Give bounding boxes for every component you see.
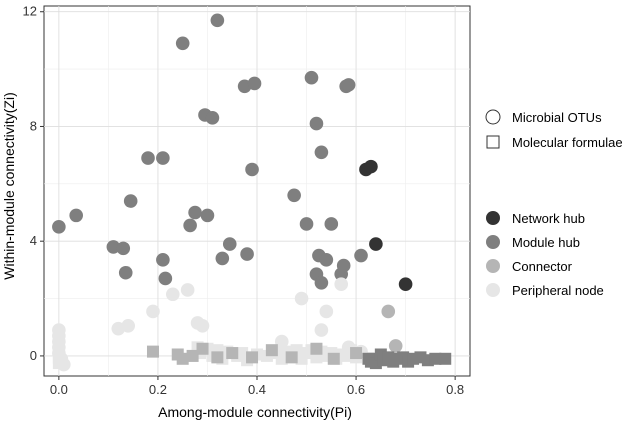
module-hub-circle-point — [299, 217, 314, 231]
legend-circle-marker — [485, 109, 501, 125]
module-hub-circle-point — [222, 237, 237, 251]
y-axis-title: Within-module connectivity(Zi) — [1, 92, 17, 280]
y-tick-label: 4 — [30, 233, 37, 248]
legend-network-hub-marker — [486, 211, 500, 225]
y-tick-label: 0 — [30, 348, 37, 363]
legend-label-network-hub: Network hub — [512, 211, 585, 226]
module-hub-square-point — [429, 352, 442, 365]
module-hub-circle-point — [354, 248, 368, 263]
module-hub-circle-point — [314, 275, 329, 290]
connector-square-point — [246, 351, 259, 364]
module-hub-square-point — [439, 352, 452, 365]
peripheral-node-circle-point — [146, 304, 160, 319]
y-tick-label: 12 — [23, 4, 37, 19]
peripheral-node-circle-point — [314, 323, 329, 337]
legend-label-microbial-otus: Microbial OTUs — [512, 110, 602, 125]
legend-label-connector: Connector — [512, 259, 573, 274]
legend-square-marker — [486, 135, 500, 149]
legend-label-module-hub: Module hub — [512, 235, 580, 250]
x-tick-label: 0.6 — [347, 382, 365, 397]
peripheral-node-circle-point — [121, 319, 136, 333]
legend-module-hub-marker — [486, 235, 500, 249]
x-tick-label: 0.2 — [149, 382, 167, 397]
module-hub-circle-point — [118, 265, 133, 280]
module-hub-circle-point — [183, 218, 197, 233]
network-hub-circle-point — [398, 277, 413, 292]
module-hub-circle-point — [116, 241, 131, 256]
connector-square-point — [211, 351, 224, 364]
module-hub-circle-point — [205, 111, 220, 125]
peripheral-node-circle-point — [195, 319, 210, 333]
connector-square-point — [146, 345, 159, 358]
module-hub-circle-point — [336, 258, 351, 273]
module-hub-circle-point — [341, 78, 356, 92]
connector-square-point — [265, 344, 278, 357]
module-hub-circle-point — [210, 13, 225, 28]
module-hub-circle-point — [240, 247, 254, 261]
peripheral-node-circle-point — [165, 287, 180, 302]
peripheral-node-circle-point — [274, 334, 289, 349]
peripheral-node-circle-point — [294, 291, 309, 306]
network-hub-circle-point — [369, 237, 383, 251]
connector-square-point — [327, 352, 340, 365]
axes-layer: 0.0 0.2 0.4 0.6 0.8 0 4 8 12 — [23, 4, 465, 397]
module-hub-circle-point — [188, 205, 202, 220]
module-hub-circle-point — [52, 220, 66, 234]
peripheral-node-square-point — [52, 357, 65, 370]
connector-square-point — [186, 349, 199, 362]
connector-square-point — [350, 347, 363, 360]
y-tick-label: 8 — [30, 118, 37, 133]
legend-connector-marker — [486, 259, 500, 273]
module-hub-circle-point — [309, 116, 324, 131]
module-hub-circle-point — [123, 194, 138, 208]
module-hub-circle-point — [141, 151, 155, 165]
network-hub-circle-point — [364, 159, 378, 174]
module-hub-circle-point — [156, 253, 170, 267]
module-hub-circle-point — [304, 70, 319, 85]
legend-shape: Microbial OTUs Molecular formulae — [485, 109, 623, 150]
module-hub-circle-point — [69, 208, 83, 223]
connector-square-point — [176, 352, 189, 365]
module-hub-circle-point — [319, 253, 334, 267]
legend-role: Network hub Module hub Connector Periphe… — [486, 211, 604, 298]
module-hub-circle-point — [314, 145, 329, 160]
module-hub-circle-point — [175, 36, 190, 51]
module-hub-circle-point — [215, 251, 230, 266]
connector-circle-point — [388, 339, 403, 353]
x-tick-label: 0.8 — [446, 382, 464, 397]
legend-peripheral-node-marker — [486, 283, 500, 297]
x-tick-label: 0.0 — [50, 382, 68, 397]
module-hub-circle-point — [245, 162, 259, 177]
module-hub-circle-point — [156, 151, 170, 165]
peripheral-node-circle-point — [180, 283, 195, 297]
points-layer — [52, 13, 452, 372]
grid-layer — [43, 5, 471, 377]
x-axis-title: Among-module connectivity(Pi) — [158, 404, 352, 420]
module-hub-circle-point — [287, 188, 301, 203]
connector-square-point — [285, 351, 298, 364]
legend-label-molecular-formulae: Molecular formulae — [512, 135, 623, 150]
module-hub-circle-point — [158, 271, 173, 286]
connector-circle-point — [381, 304, 396, 319]
connector-square-point — [310, 342, 323, 355]
peripheral-node-circle-point — [319, 304, 334, 319]
x-tick-label: 0.4 — [248, 382, 266, 397]
module-hub-circle-point — [200, 208, 215, 223]
connector-square-point — [196, 342, 209, 355]
module-hub-circle-point — [324, 217, 339, 231]
legend-label-peripheral-node: Peripheral node — [512, 283, 604, 298]
module-hub-circle-point — [247, 76, 262, 91]
connector-square-point — [226, 347, 239, 360]
peripheral-node-circle-point — [334, 277, 349, 292]
